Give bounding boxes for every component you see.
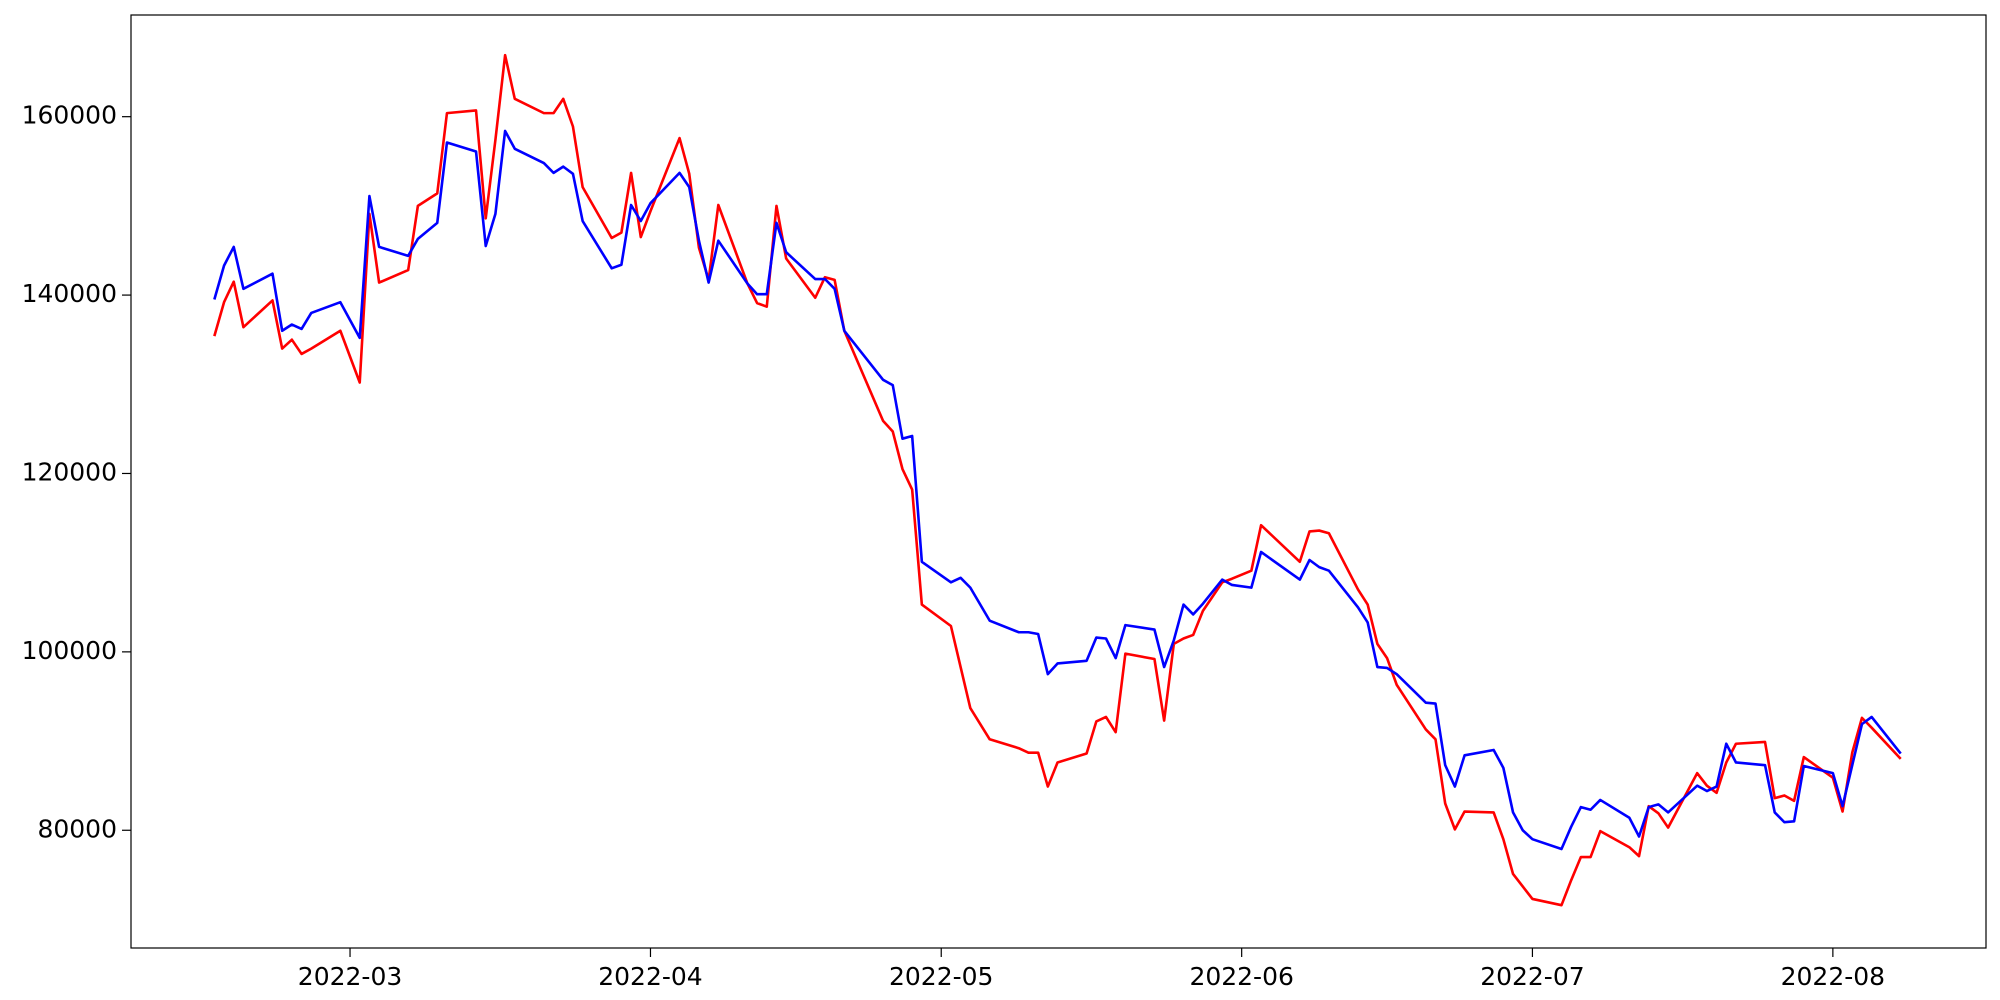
y-tick-label: 100000	[22, 636, 117, 665]
y-tick-label: 160000	[22, 101, 117, 130]
x-tick-label: 2022-06	[1189, 962, 1293, 991]
y-tick-label: 140000	[22, 279, 117, 308]
x-tick-label: 2022-07	[1480, 962, 1584, 991]
x-tick-label: 2022-04	[598, 962, 702, 991]
series-line	[213, 53, 1902, 907]
plot-frame	[130, 14, 1987, 949]
y-tick-label: 80000	[37, 814, 117, 843]
x-tick-label: 2022-03	[298, 962, 402, 991]
x-tick-label: 2022-05	[889, 962, 993, 991]
x-tick-label: 2022-08	[1781, 962, 1885, 991]
series-line	[213, 129, 1902, 851]
y-tick-label: 120000	[22, 457, 117, 486]
